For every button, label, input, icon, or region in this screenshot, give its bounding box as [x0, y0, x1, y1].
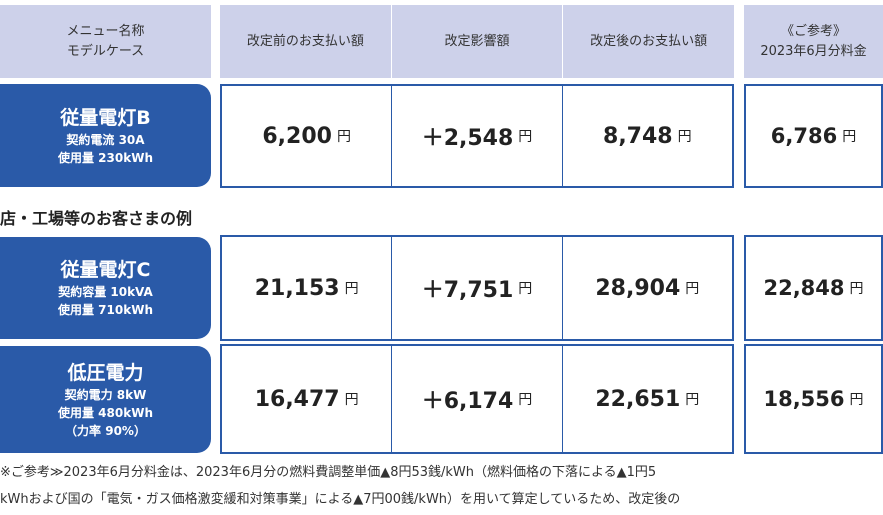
- menu-detail: 契約容量 10kVA: [58, 285, 153, 299]
- menu-detail: 使用量 480kWh: [58, 405, 153, 420]
- header-reference: 《ご参考》 2023年6月分料金: [744, 5, 883, 78]
- table-row: 21,153 円 ＋7,751 円 28,904 円: [220, 235, 734, 341]
- menu-detail: 使用量 230kWh: [58, 150, 153, 165]
- header-ref-line1: 《ご参考》: [780, 23, 846, 39]
- impact-amount: ＋7,751 円: [392, 237, 563, 339]
- footnote-line-2: kWhおよび国の「電気・ガス価格激変緩和対策事業」による▲7円00銭/kWh）を…: [0, 492, 681, 507]
- menu-detail: 契約電力 8kW: [64, 387, 147, 402]
- table-row: 6,200 円 ＋2,548 円 8,748 円: [220, 84, 734, 188]
- header-after: 改定後のお支払い額: [563, 5, 735, 78]
- footnote-line-1: ※ご参考≫2023年6月分料金は、2023年6月分の燃料費調整単価▲8円53銭/…: [0, 465, 657, 480]
- header-impact: 改定影響額: [391, 5, 563, 78]
- menu-label-low-voltage: 低圧電力 契約電力 8kW 使用量 480kWh （力率 90%）: [0, 346, 211, 453]
- reference-amount: 22,848 円: [744, 235, 883, 341]
- header-ref-line2: 2023年6月分料金: [760, 43, 867, 59]
- after-amount: 22,651 円: [595, 386, 700, 412]
- menu-name: 従量電灯B: [60, 106, 151, 129]
- menu-name: 低圧電力: [67, 361, 144, 384]
- before-amount: 21,153 円: [222, 237, 393, 339]
- impact-amount: ＋2,548 円: [392, 86, 563, 186]
- menu-label-b: 従量電灯B 契約電流 30A 使用量 230kWh: [0, 84, 211, 187]
- reference-amount: 6,786 円: [744, 84, 883, 188]
- section-heading: 店・工場等のお客さまの例: [0, 209, 193, 228]
- before-amount: 16,477 円: [222, 346, 393, 452]
- header-menu-line1: メニュー名称: [66, 23, 145, 39]
- header-before: 改定前のお支払い額: [220, 5, 391, 78]
- table-row: 16,477 円 ＋6,174 円 22,651 円: [220, 344, 734, 454]
- after-amount: 8,748 円: [603, 123, 692, 149]
- header-menu-name: メニュー名称 モデルケース: [0, 5, 211, 78]
- impact-amount: ＋6,174 円: [392, 346, 563, 452]
- footnote: ※ご参考≫2023年6月分料金は、2023年6月分の燃料費調整単価▲8円53銭/…: [0, 459, 883, 513]
- menu-detail: 使用量 710kWh: [58, 303, 153, 317]
- menu-detail: 契約電流 30A: [66, 132, 145, 147]
- after-amount: 28,904 円: [595, 275, 700, 301]
- menu-label-c: 従量電灯C 契約容量 10kVA 使用量 710kWh: [0, 237, 211, 339]
- reference-amount: 18,556 円: [744, 344, 883, 454]
- before-amount: 6,200 円: [222, 86, 393, 186]
- menu-detail: （力率 90%）: [65, 423, 146, 438]
- header-menu-line2: モデルケース: [66, 43, 145, 59]
- header-columns: 改定前のお支払い額 改定影響額 改定後のお支払い額: [220, 5, 735, 78]
- menu-name: 従量電灯C: [60, 259, 151, 281]
